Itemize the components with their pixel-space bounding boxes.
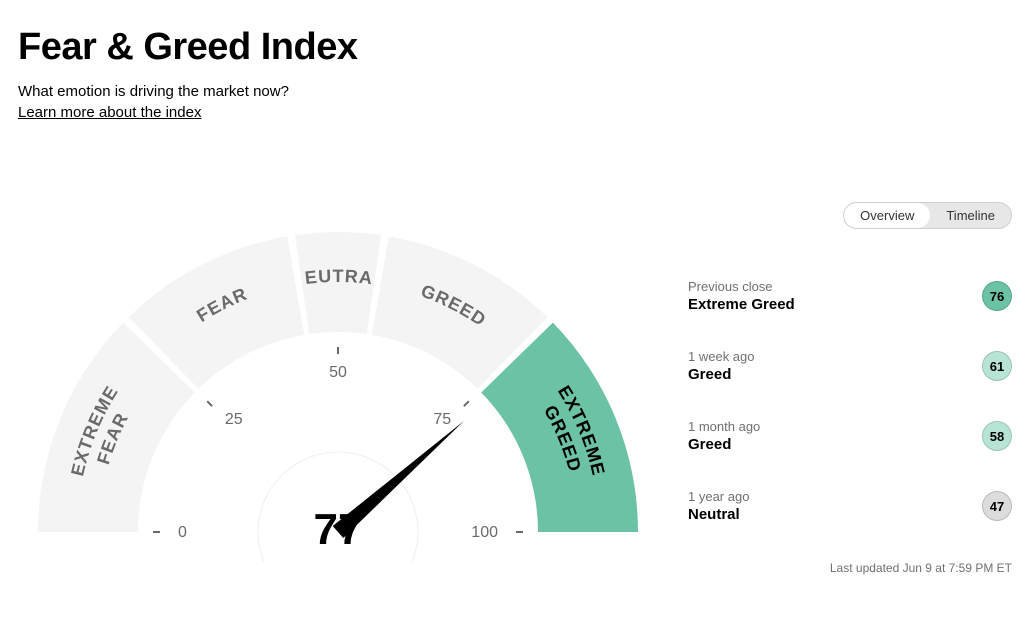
- gauge-container: EXTREMEFEARFEARNEUTRALGREEDEXTREMEGREED0…: [18, 202, 658, 567]
- gauge-tick: [464, 401, 469, 406]
- history-item: 1 year ago Neutral 47: [688, 471, 1012, 541]
- gauge-tick: [207, 401, 212, 406]
- history-item: 1 month ago Greed 58: [688, 401, 1012, 471]
- history-label: Greed: [688, 366, 755, 383]
- history-value-badge: 61: [982, 351, 1012, 381]
- history-value-badge: 58: [982, 421, 1012, 451]
- history-label: Extreme Greed: [688, 296, 795, 313]
- learn-more-link[interactable]: Learn more about the index: [18, 104, 201, 121]
- history-list: Previous close Extreme Greed 76 1 week ago G…: [688, 261, 1012, 541]
- history-label: Neutral: [688, 506, 749, 523]
- gauge-tick-label: 0: [178, 524, 187, 541]
- history-period: 1 week ago: [688, 349, 755, 364]
- page-subtitle: What emotion is driving the market now?: [18, 83, 1012, 100]
- gauge-value: 77: [314, 505, 363, 554]
- history-item: Previous close Extreme Greed 76: [688, 261, 1012, 331]
- history-item: 1 week ago Greed 61: [688, 331, 1012, 401]
- tab-timeline[interactable]: Timeline: [930, 203, 1011, 228]
- gauge-tick-label: 100: [471, 524, 498, 541]
- view-toggle: Overview Timeline: [843, 202, 1012, 229]
- last-updated: Last updated Jun 9 at 7:59 PM ET: [688, 561, 1012, 575]
- history-period: 1 month ago: [688, 419, 760, 434]
- history-label: Greed: [688, 436, 760, 453]
- tab-overview[interactable]: Overview: [844, 203, 930, 228]
- gauge-tick-label: 25: [225, 411, 243, 428]
- gauge-tick-label: 75: [433, 411, 451, 428]
- page-title: Fear & Greed Index: [18, 26, 1012, 69]
- history-period: Previous close: [688, 279, 795, 294]
- history-period: 1 year ago: [688, 489, 749, 504]
- history-value-badge: 76: [982, 281, 1012, 311]
- gauge-tick-label: 50: [329, 364, 347, 381]
- gauge-chart: EXTREMEFEARFEARNEUTRALGREEDEXTREMEGREED0…: [18, 202, 658, 562]
- history-value-badge: 47: [982, 491, 1012, 521]
